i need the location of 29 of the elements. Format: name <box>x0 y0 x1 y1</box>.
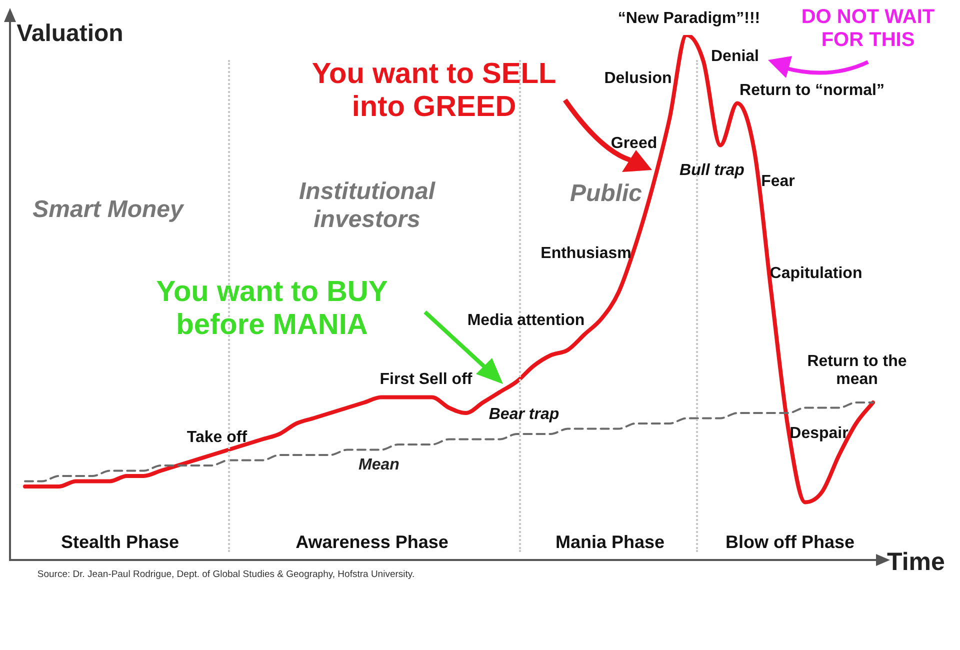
annotation: Public <box>568 180 643 208</box>
source-note: Source: Dr. Jean-Paul Rodrigue, Dept. of Global Studies & Geography, Hofstra University. <box>36 569 416 581</box>
annotation: You want to BUY before MANIA <box>155 276 389 343</box>
y-axis-title: Valuation <box>16 20 124 48</box>
text: “New Paradigm”!!! <box>616 10 762 28</box>
annotation: Bull trap <box>678 162 746 180</box>
annotation: Bear trap <box>488 406 560 424</box>
annotation: Stealth Phase <box>60 532 180 553</box>
annotation: Fear <box>760 173 796 192</box>
annotation: You want to SELL into GREED <box>310 58 558 125</box>
annotation: Return to “normal” <box>738 82 886 100</box>
annotation: Greed <box>610 135 658 154</box>
annotation: Take off <box>186 429 248 448</box>
annotation: First Sell off <box>378 371 474 390</box>
annotation: Institutional investors <box>298 178 436 234</box>
annotation: Return to the mean <box>806 353 908 390</box>
annotation: DO NOT WAIT FOR THIS <box>800 6 936 52</box>
series-label: Mean <box>358 456 400 474</box>
x-axis-title: Time <box>886 548 946 577</box>
annotation: Media attention <box>466 312 586 330</box>
annotation: Delusion <box>603 70 673 88</box>
annotation: Enthusiasm <box>540 245 632 264</box>
annotation: Mania Phase <box>554 532 666 553</box>
annotation: Denial <box>710 48 760 66</box>
annotation: Blow off Phase <box>724 532 856 553</box>
annotation: Capitulation <box>768 265 864 284</box>
annotation: Smart Money <box>32 196 186 224</box>
annotation: Awareness Phase <box>294 532 450 553</box>
annotation: Despair <box>788 425 850 444</box>
